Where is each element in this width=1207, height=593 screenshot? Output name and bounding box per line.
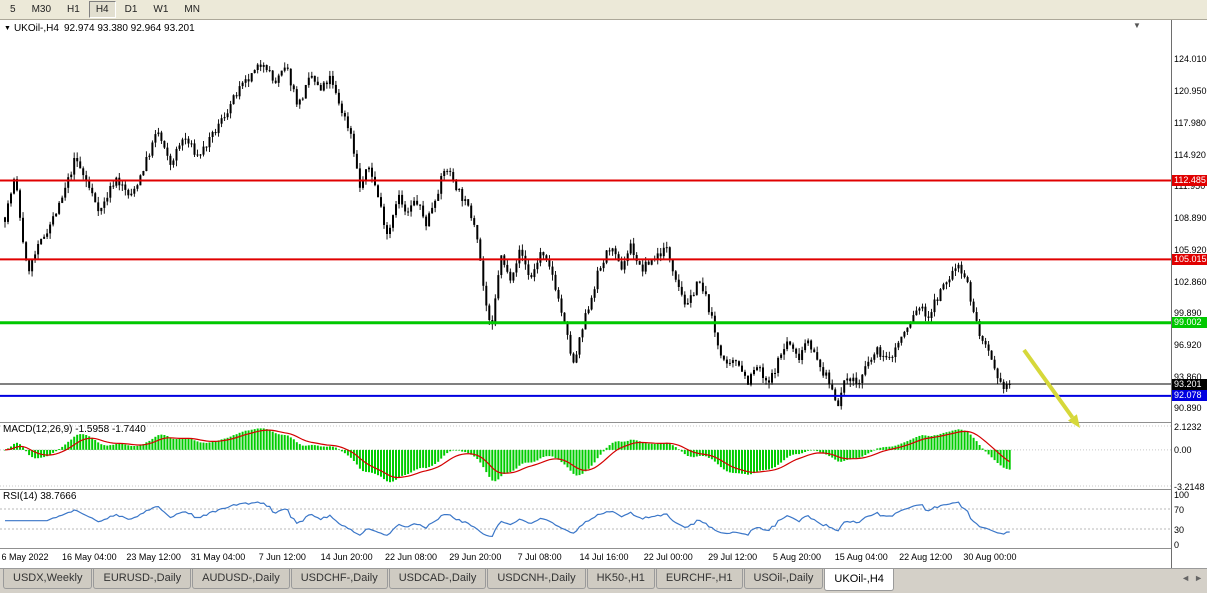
candlestick-chart (0, 60, 1171, 410)
tab-usdcnh-daily[interactable]: USDCNH-,Daily (487, 569, 586, 589)
symbol-marker-icon: ▼ (4, 25, 11, 32)
price-axis-label: 108.890 (1174, 213, 1207, 224)
chart-tab-bar: USDX,Weekly EURUSD-,Daily AUDUSD-,Daily USD… (0, 568, 1207, 593)
rsi-axis-label: 0 (1174, 539, 1180, 550)
chart-header: ▼ UKOil-,H4 92.974 93.380 92.964 93.201 (4, 23, 195, 34)
macd-axis-label: -3.2148 (1174, 481, 1205, 492)
time-axis-label: 16 May 04:00 (62, 552, 117, 562)
candlestick-series (4, 60, 1011, 410)
time-axis-label: 31 May 04:00 (190, 552, 246, 562)
tab-scroll-buttons: ◄ ► (1181, 573, 1203, 583)
price-axis-label: 96.920 (1174, 339, 1202, 350)
chart-ohlc-values: 92.974 93.380 92.964 93.201 (63, 23, 195, 34)
tab-usdx-weekly[interactable]: USDX,Weekly (3, 569, 93, 589)
main-chart-pane[interactable]: ▼ UKOil-,H4 92.974 93.380 92.964 93.201 ▼ (0, 20, 1171, 422)
time-axis-label: 14 Jul 16:00 (579, 552, 629, 562)
time-axis-label: 29 Jun 20:00 (449, 552, 502, 562)
macd-label: MACD(12,26,9) -1.5958 -1.7440 (3, 424, 146, 435)
tab-eurchf-h1[interactable]: EURCHF-,H1 (655, 569, 743, 589)
time-axis-label: 7 Jul 08:00 (517, 552, 562, 562)
rsi-axis-label: 30 (1174, 524, 1185, 535)
rsi-chart (0, 501, 1171, 538)
timeframe-button-w1[interactable]: W1 (153, 4, 169, 15)
rsi-indicator-pane[interactable]: RSI(14) 38.7666 (0, 489, 1171, 548)
chart-symbol-label: UKOil-,H4 (13, 23, 59, 34)
chart-shift-marker-icon: ▼ (1133, 21, 1141, 30)
macd-axis-label: 2.1232 (1174, 421, 1202, 432)
price-axis-label: 102.860 (1174, 277, 1207, 288)
time-axis-label: 22 Jul 00:00 (643, 552, 693, 562)
timeframe-button-m30[interactable]: M30 (31, 4, 52, 15)
price-axis-label: 124.010 (1174, 53, 1207, 64)
price-axis-label: 99.890 (1174, 308, 1202, 319)
tab-audusd-daily[interactable]: AUDUSD-,Daily (192, 569, 290, 589)
time-axis-label: 14 Jun 20:00 (320, 552, 373, 562)
tab-usdcad-daily[interactable]: USDCAD-,Daily (388, 569, 487, 589)
tab-usdchf-daily[interactable]: USDCHF-,Daily (290, 569, 388, 589)
price-badge-105.015: 105.015 (1172, 253, 1207, 265)
price-axis-label: 105.920 (1174, 244, 1207, 255)
time-axis-label: 22 Jun 08:00 (384, 552, 437, 562)
time-axis-label: 7 Jun 12:00 (258, 552, 306, 562)
time-axis-label: 23 May 12:00 (126, 552, 181, 562)
time-axis[interactable]: 6 May 2022 16 May 04:00 23 May 12:00 31 May… (0, 548, 1171, 568)
time-axis-label: 22 Aug 12:00 (899, 552, 953, 562)
price-axis-label: 111.950 (1174, 181, 1206, 192)
tab-ukoil-h4[interactable]: UKOil-,H4 (824, 569, 894, 591)
rsi-axis-label: 70 (1174, 504, 1185, 515)
tab-hk50-h1[interactable]: HK50-,H1 (586, 569, 655, 589)
time-axis-label: 30 Aug 00:00 (963, 552, 1017, 562)
timeframe-button-h1[interactable]: H1 (67, 4, 80, 15)
time-axis-label: 15 Aug 04:00 (834, 552, 888, 562)
tab-scroll-right-button[interactable]: ► (1194, 573, 1203, 583)
price-axis-label: 93.860 (1174, 372, 1202, 383)
tab-scroll-left-button[interactable]: ◄ (1181, 573, 1191, 583)
rsi-axis-label: 100 (1174, 489, 1190, 500)
macd-axis-label: 0.00 (1174, 445, 1192, 456)
macd-indicator-pane[interactable]: MACD(12,26,9) -1.5958 -1.7440 (0, 422, 1171, 489)
time-axis-label: 29 Jul 12:00 (708, 552, 758, 562)
price-badge-92.078: 92.078 (1172, 390, 1207, 402)
price-badge-99.002: 99.002 (1172, 317, 1207, 329)
tab-usoil-daily[interactable]: USOil-,Daily (743, 569, 824, 589)
price-axis[interactable]: 124.010 120.950 117.980 114.920 111.950 108.8… (1171, 20, 1207, 568)
price-axis-label: 120.950 (1174, 86, 1207, 97)
macd-chart (0, 425, 1171, 487)
timeframe-button-5[interactable]: 5 (10, 4, 16, 15)
rsi-label: RSI(14) 38.7666 (3, 491, 77, 502)
timeframe-toolbar: 5 M30 H1 H4 D1 W1 MN (0, 0, 1207, 20)
time-axis-label: 6 May 2022 (1, 552, 49, 562)
timeframe-button-h4[interactable]: H4 (88, 1, 116, 18)
time-axis-label: 5 Aug 20:00 (772, 552, 821, 562)
price-badge-93.201: 93.201 (1172, 378, 1207, 390)
price-badge-112.485: 112.485 (1172, 175, 1207, 187)
timeframe-button-d1[interactable]: D1 (124, 4, 138, 15)
price-axis-label: 114.920 (1174, 149, 1206, 160)
price-axis-label: 117.980 (1174, 117, 1206, 128)
price-axis-label: 90.890 (1174, 403, 1202, 414)
timeframe-button-mn[interactable]: MN (184, 4, 200, 15)
tab-eurusd-daily[interactable]: EURUSD-,Daily (93, 569, 192, 589)
